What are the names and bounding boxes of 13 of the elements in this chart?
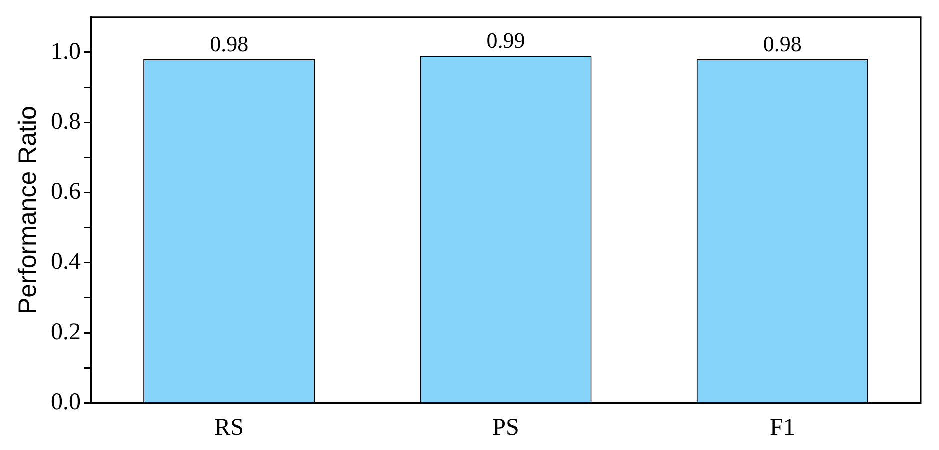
y-tick-label: 0.4	[51, 249, 81, 276]
data-label: 0.98	[210, 31, 249, 56]
y-tick-label: 0.8	[51, 108, 81, 135]
x-tick-label: PS	[492, 414, 520, 441]
data-label: 0.98	[763, 31, 802, 56]
data-label: 0.99	[486, 28, 526, 53]
y-tick-label: 0.0	[51, 389, 81, 416]
y-tick-label: 1.0	[51, 38, 81, 65]
y-tick-label: 0.6	[51, 179, 81, 206]
x-tick-label: RS	[214, 414, 244, 441]
y-axis-title: Performance Ratio	[14, 106, 42, 315]
y-tick-label: 0.2	[51, 319, 81, 346]
x-tick-label: F1	[770, 414, 796, 441]
